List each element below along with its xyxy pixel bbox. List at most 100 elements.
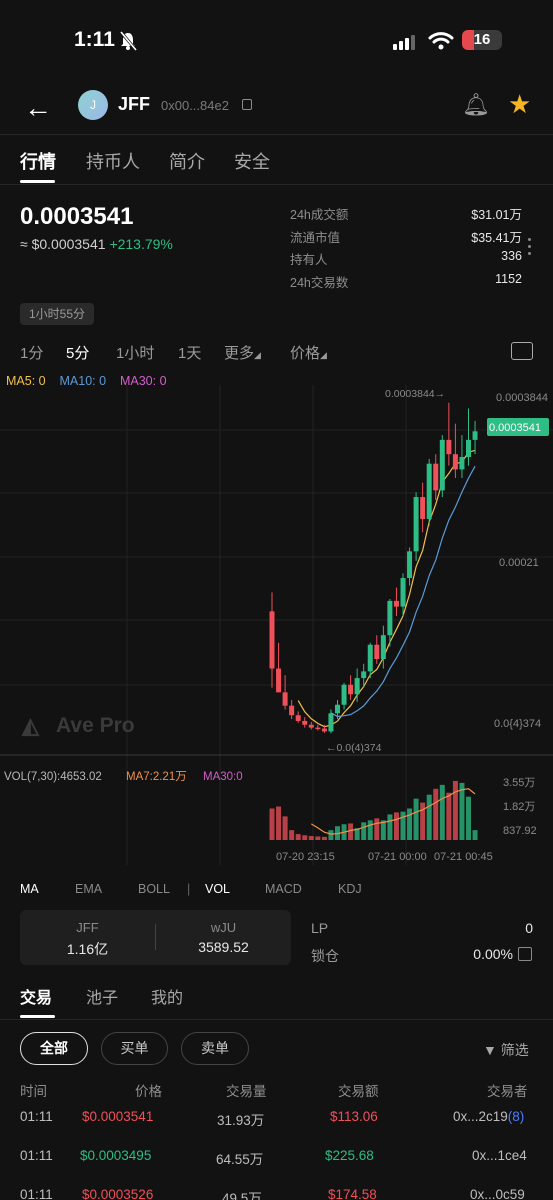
cell-time: 01:11 — [20, 1187, 53, 1200]
volume-bar — [321, 836, 327, 840]
tab-market[interactable]: 行情 — [20, 152, 56, 172]
volume-bar — [374, 818, 380, 840]
filter-button[interactable]: ▼ 筛选 — [483, 1040, 529, 1060]
candle-body — [439, 439, 445, 491]
ma-legend: MA5: 0 MA10: 0 MA30: 0 — [6, 374, 167, 388]
header-amount: 交易量 — [226, 1084, 267, 1099]
funnel-icon: ▼ — [483, 1042, 497, 1058]
candle-body — [361, 671, 367, 679]
volume-bar — [446, 792, 452, 840]
more-vertical-icon[interactable] — [528, 238, 532, 259]
external-link-icon[interactable] — [518, 947, 532, 961]
candle-body — [335, 704, 340, 714]
chart-settings-icon[interactable] — [511, 342, 533, 360]
trade-tabs-divider — [0, 1019, 553, 1020]
filter-sell[interactable]: 卖单 — [181, 1032, 249, 1065]
pool-separator — [155, 924, 156, 950]
interval-more-dropdown[interactable]: 更多◢ — [224, 342, 261, 363]
cell-amount: 64.55万 — [216, 1152, 264, 1167]
stat-row: 流通市值 $35.41万 — [290, 227, 522, 250]
current-price-tag-text: 0.0003541 — [489, 422, 541, 434]
interval-5m[interactable]: 5分 — [66, 345, 90, 362]
cell-trader[interactable]: 0x...1ce4 — [472, 1148, 527, 1163]
candle-body — [413, 497, 419, 552]
pool-token-b-name: wJU — [210, 920, 237, 935]
tab-pools[interactable]: 池子 — [86, 990, 119, 1007]
ma30-legend: MA30: 0 — [119, 374, 167, 388]
volume-bar — [472, 830, 478, 840]
tab-mine[interactable]: 我的 — [151, 990, 184, 1007]
tab-intro[interactable]: 简介 — [169, 152, 205, 172]
candle-body — [295, 715, 301, 721]
token-address[interactable]: 0x00...84e2 — [161, 98, 229, 113]
volume-bar — [367, 820, 373, 840]
candles — [269, 402, 478, 734]
price-mode-dropdown[interactable]: 价格◢ — [290, 342, 327, 363]
volume-ma-line — [310, 788, 476, 835]
interval-1h[interactable]: 1小时 — [116, 345, 155, 362]
ma10-legend: MA10: 0 — [59, 374, 107, 388]
indicator-ma[interactable]: MA — [20, 882, 39, 896]
cell-amount: 49.5万 — [222, 1191, 262, 1200]
copy-icon[interactable] — [242, 99, 252, 110]
volume-bar — [459, 782, 465, 840]
candle-body — [459, 457, 465, 470]
lp-value: 0 — [525, 920, 533, 936]
ma5-legend: MA5: 0 — [6, 374, 46, 388]
volume-bar — [426, 794, 432, 840]
candle-body — [466, 439, 471, 458]
candle-body — [420, 497, 426, 519]
candle-body — [367, 644, 373, 672]
cell-trader[interactable]: 0x...0c59 — [470, 1187, 525, 1200]
volume-bar — [433, 788, 439, 840]
tab-holders[interactable]: 持币人 — [86, 152, 140, 172]
lock-label: 锁仓 — [311, 948, 339, 964]
cell-price: $0.0003541 — [82, 1109, 154, 1124]
battery-icon: 16 — [462, 30, 502, 50]
volume-bar — [452, 780, 458, 840]
candle-body — [426, 463, 432, 519]
indicator-vol[interactable]: VOL — [205, 882, 231, 896]
price-chart[interactable]: ◭ Ave Pro 0.0003844 0.00021 0.0{4}374 0.… — [0, 385, 553, 865]
vol-axis-mid: 1.82万 — [503, 801, 535, 813]
candle-body — [387, 600, 393, 636]
volume-bar — [269, 808, 275, 840]
token-age-badge: 1小时55分 — [20, 303, 95, 325]
dropdown-corner-icon: ◢ — [320, 350, 327, 360]
header-divider — [0, 134, 553, 135]
trade-tab-underline — [20, 1015, 55, 1018]
candle-body — [472, 431, 478, 440]
interval-1d[interactable]: 1天 — [178, 345, 202, 362]
cell-trader[interactable]: 0x...2c19(8) — [453, 1109, 524, 1124]
current-price: 0.0003541 — [20, 203, 134, 230]
candle-body — [282, 692, 288, 706]
stat-value: 1152 — [495, 271, 522, 286]
low-marker: ←0.0(4)374 — [326, 742, 382, 754]
mute-bell-icon — [119, 31, 137, 51]
status-time: 1:11 — [74, 28, 115, 51]
indicator-boll[interactable]: BOLL — [138, 882, 170, 896]
indicator-macd[interactable]: MACD — [265, 882, 302, 896]
tab-security[interactable]: 安全 — [234, 152, 270, 172]
filter-buy[interactable]: 买单 — [101, 1032, 168, 1065]
stat-row: 24h交易数 1152 — [290, 272, 522, 295]
indicator-ema[interactable]: EMA — [75, 882, 103, 896]
candle-body — [446, 439, 452, 455]
candle-body — [289, 705, 295, 716]
stat-value: 336 — [501, 249, 522, 263]
alert-bell-icon[interactable]: 🔔︎ — [462, 92, 490, 117]
pool-token-a-amount: 1.16亿 — [66, 941, 109, 957]
cellular-signal-icon — [393, 32, 417, 50]
back-arrow-icon[interactable]: ← — [24, 92, 52, 123]
volume-bar — [387, 814, 393, 840]
tab-trades[interactable]: 交易 — [20, 990, 53, 1007]
interval-1m[interactable]: 1分 — [20, 345, 44, 362]
filter-label: 筛选 — [500, 1042, 529, 1058]
favorite-star-icon[interactable]: ★ — [508, 89, 532, 119]
filter-all[interactable]: 全部 — [20, 1032, 88, 1065]
stat-label: 流通市值 — [290, 230, 341, 245]
approx-prefix: ≈ — [20, 236, 32, 252]
candle-body — [308, 724, 314, 728]
indicator-kdj[interactable]: KDJ — [338, 882, 362, 896]
usd-price: $0.0003541 — [31, 236, 106, 252]
